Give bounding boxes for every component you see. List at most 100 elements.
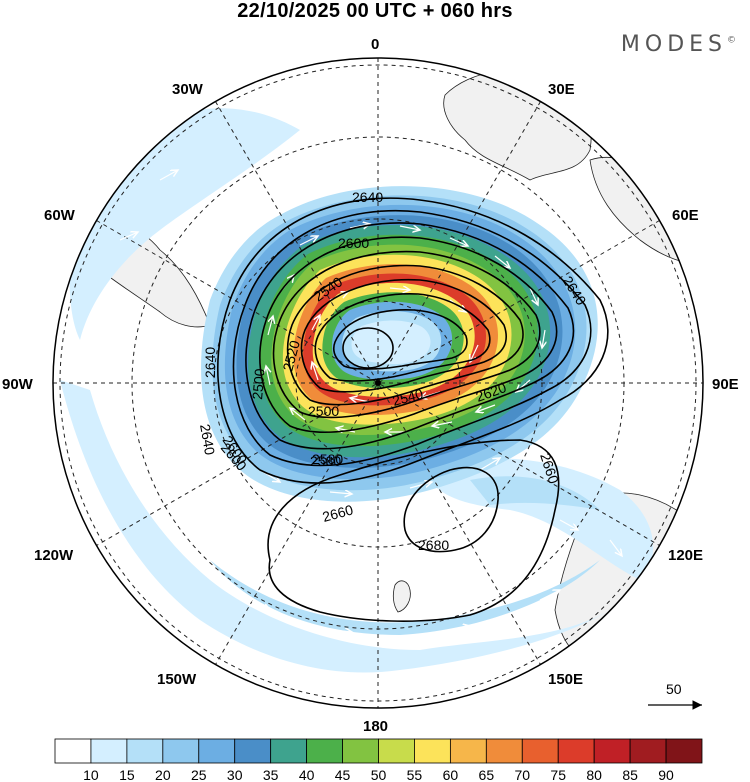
colorbar-swatch (521, 738, 559, 764)
vector (542, 329, 545, 348)
vector (99, 286, 112, 301)
lon-label-30e: 30E (548, 81, 575, 98)
vector (529, 287, 538, 305)
map-boundary (52, 57, 704, 709)
brand-text: MODES (620, 32, 727, 57)
contour-label: 2640 (202, 347, 218, 378)
colorbar-label: 55 (407, 767, 423, 782)
contour-2620 (232, 209, 592, 467)
lon-label-60w: 60W (44, 207, 76, 224)
colorbar-swatch (234, 738, 272, 764)
vector-reference: 50 (648, 681, 702, 710)
longitude-labels: 0 30E 60E 90E 120E 150E 180 150W 120W 90… (2, 36, 739, 735)
vector (609, 539, 622, 556)
brand-logo: MODES© (621, 32, 736, 57)
contour-label: 2500 (308, 403, 339, 419)
map-title: 22/10/2025 00 UTC + 060 hrs (237, 0, 513, 22)
vector (267, 316, 273, 336)
brand-mark: © (727, 35, 736, 46)
vector (449, 626, 470, 630)
contour-2540 (286, 264, 524, 406)
vector (119, 232, 138, 241)
contour-label: 2580 (310, 453, 341, 469)
contour-2640 (217, 197, 609, 484)
colorbar-label: 15 (119, 767, 135, 782)
shade-15-band-b (470, 476, 600, 510)
vector (290, 408, 306, 421)
colorbar-label: 80 (586, 767, 602, 782)
contour-label: 2580 (312, 451, 343, 467)
shade-10-core (351, 320, 431, 364)
vector (249, 599, 270, 610)
colorbar-label: 45 (335, 767, 351, 782)
land-new-zealand (392, 580, 411, 613)
height-contours (217, 197, 609, 622)
vector (476, 404, 496, 412)
vector (159, 170, 178, 181)
colorbar-label: 35 (263, 767, 279, 782)
colorbar-label: 10 (83, 767, 99, 782)
contour-label: 2540 (391, 385, 425, 409)
vector (311, 315, 320, 331)
contour-2560 (272, 250, 541, 419)
vector (399, 226, 420, 230)
contour-label: 2660 (321, 501, 355, 525)
colorbar-swatch (378, 738, 415, 764)
colorbar-swatch (414, 738, 451, 764)
colorbar-swatch (306, 738, 343, 764)
colorbar-label: 75 (550, 767, 566, 782)
colorbar-swatch (162, 738, 200, 764)
colorbar-swatch (449, 738, 487, 764)
colorbar-swatch (342, 738, 379, 764)
contour-2680 (403, 466, 499, 553)
vector (409, 482, 432, 489)
contour-label: 2600 (338, 235, 369, 251)
colorbar-swatch (593, 738, 631, 764)
contour-label: 2520 (279, 338, 303, 372)
vector-reference-label: 50 (666, 681, 682, 697)
vector (559, 519, 578, 530)
contour-2580 (259, 236, 558, 434)
colorbar-label: 50 (371, 767, 387, 782)
colorbar-swatch (90, 738, 128, 764)
lon-label-60e: 60E (672, 207, 699, 224)
lon-label-120w: 120W (34, 547, 74, 564)
colorbar-swatch (270, 738, 308, 764)
lon-label-90e: 90E (712, 376, 739, 393)
vector (350, 398, 371, 402)
contour-label: 2680 (418, 537, 449, 553)
colorbar-swatch (485, 738, 523, 764)
lon-label-120e: 120E (668, 547, 703, 564)
colorbar: 10 15 20 25 30 35 40 45 50 55 60 65 70 75 80 85 90 (54, 738, 703, 782)
vector (449, 237, 468, 246)
lon-label-150w: 150W (157, 671, 197, 688)
contour-2520 (300, 278, 508, 393)
colorbar-swatch (557, 738, 595, 764)
vector (336, 428, 356, 432)
lon-label-180: 180 (363, 718, 388, 735)
vector (266, 366, 270, 386)
lon-label-0: 0 (371, 36, 379, 53)
contour-low-center (342, 327, 394, 369)
colorbar-label: 90 (658, 767, 674, 782)
map-disk: 2640 2600 2540 2520 2500 2580 2600 2640 … (53, 58, 703, 708)
colorbar-label: 70 (514, 767, 530, 782)
shade-10-band-b (60, 380, 610, 673)
contour-label: 2640 (352, 189, 383, 205)
colorbar-label: 25 (191, 767, 207, 782)
contour-label: 2640 (197, 423, 218, 457)
vector (470, 344, 479, 362)
colorbar-label: 40 (299, 767, 315, 782)
shade-15-band (210, 560, 600, 635)
lon-label-150e: 150E (548, 671, 583, 688)
colorbar-label: 30 (227, 767, 243, 782)
contour-2480 (332, 309, 468, 370)
contour-2660 (267, 439, 560, 622)
pole-marker (375, 380, 381, 386)
contour-label: 2500 (249, 368, 268, 401)
colorbar-label: 20 (155, 767, 171, 782)
colorbar-label: 85 (622, 767, 638, 782)
colorbar-label: 60 (443, 767, 459, 782)
vector (299, 236, 318, 246)
graticule (53, 58, 703, 708)
